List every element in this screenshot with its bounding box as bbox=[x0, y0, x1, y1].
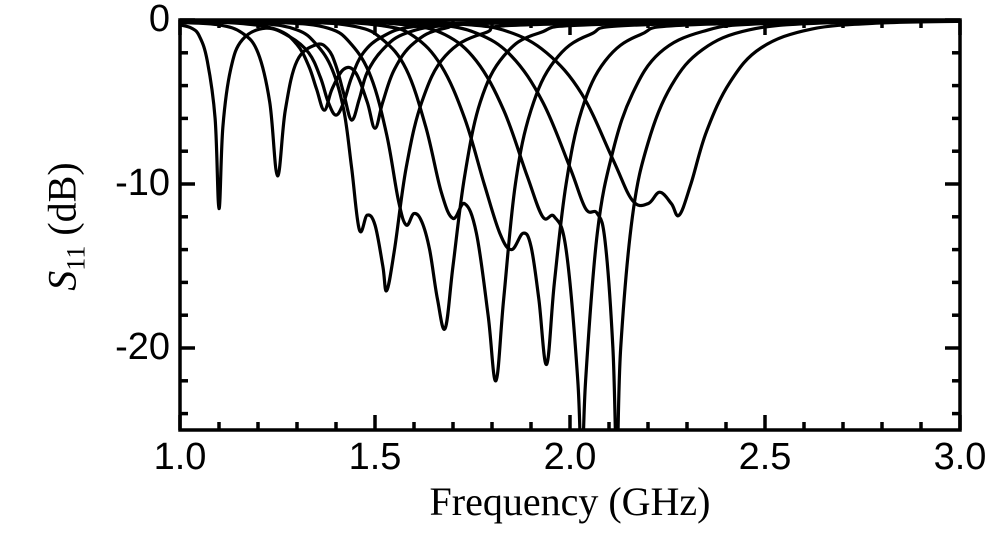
y-tick-label: 0 bbox=[70, 0, 170, 41]
x-tick-label: 2.0 bbox=[530, 436, 610, 479]
y-tick-label: -20 bbox=[70, 326, 170, 369]
x-axis-label: Frequency (GHz) bbox=[180, 478, 960, 525]
chart-container: S11 (dB) Frequency (GHz) 1.01.52.02.53.0… bbox=[0, 0, 1000, 538]
x-tick-label: 1.0 bbox=[140, 436, 220, 479]
y-tick-label: -10 bbox=[70, 162, 170, 205]
x-tick-label: 2.5 bbox=[725, 436, 805, 479]
x-tick-label: 1.5 bbox=[335, 436, 415, 479]
x-tick-label: 3.0 bbox=[920, 436, 1000, 479]
